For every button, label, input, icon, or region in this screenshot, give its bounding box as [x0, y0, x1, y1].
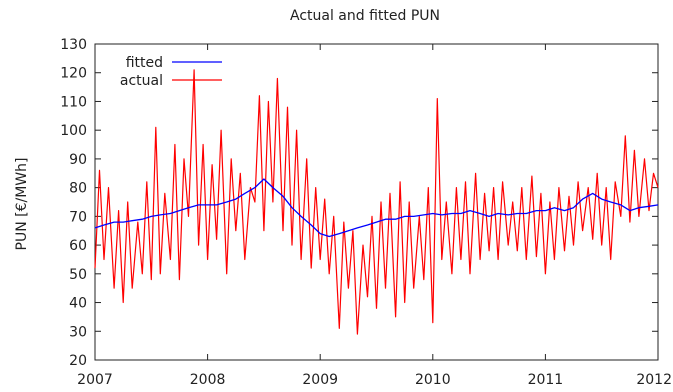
- legend: fitted actual: [120, 55, 222, 89]
- x-tick-label: 2012: [636, 372, 672, 388]
- y-tick-label: 30: [69, 324, 87, 340]
- x-tick-label: 2007: [77, 372, 113, 388]
- y-tick-label: 80: [69, 181, 87, 197]
- y-tick-label: 120: [60, 66, 87, 82]
- x-tick-label: 2010: [415, 372, 451, 388]
- series-layer: [94, 69, 659, 335]
- legend-label-fitted: fitted: [126, 55, 163, 71]
- series-line-fitted: [94, 178, 659, 238]
- y-tick-label: 40: [69, 296, 87, 312]
- y-axis-label: PUN [€/MWh]: [14, 158, 30, 251]
- y-tick-label: 110: [60, 94, 87, 110]
- x-tick-label: 2009: [302, 372, 338, 388]
- y-tick-label: 130: [60, 37, 87, 53]
- legend-label-actual: actual: [120, 73, 163, 89]
- y-tick-label: 20: [69, 353, 87, 369]
- y-tick-label: 60: [69, 238, 87, 254]
- series-line-actual: [94, 69, 659, 335]
- plot-area: [94, 43, 659, 361]
- x-tick-label: 2008: [190, 372, 226, 388]
- y-tick-label: 90: [69, 152, 87, 168]
- x-axis: 2007 2008 2009 2010 2011 2012: [77, 44, 672, 388]
- y-tick-label: 70: [69, 209, 87, 225]
- x-tick-label: 2011: [528, 372, 564, 388]
- y-tick-label: 50: [69, 267, 87, 283]
- chart-title: Actual and fitted PUN: [290, 8, 440, 24]
- y-tick-label: 100: [60, 123, 87, 139]
